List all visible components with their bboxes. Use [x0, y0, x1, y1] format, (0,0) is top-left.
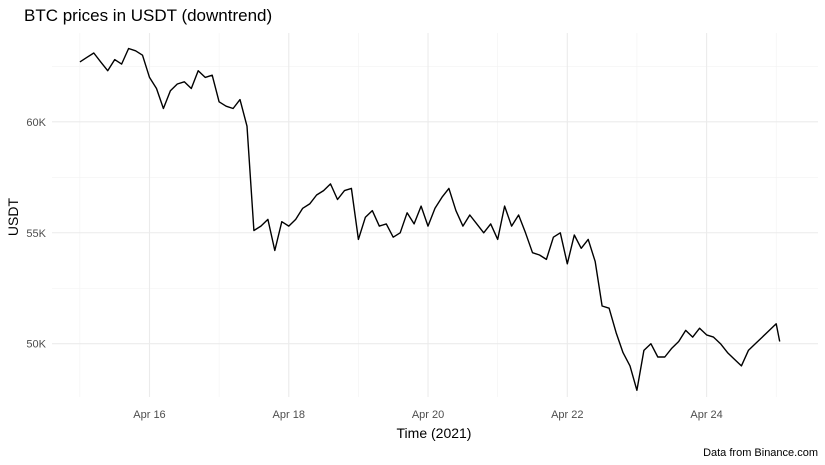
btc-price-line: [79, 47, 781, 391]
major-gridlines: [52, 33, 818, 397]
x-axis-title: Time (2021): [397, 425, 472, 441]
y-axis-title: USDT: [5, 198, 21, 237]
y-tick-label: 55K: [26, 228, 46, 240]
chart-title: BTC prices in USDT (downtrend): [24, 6, 272, 25]
y-tick-label: 60K: [26, 117, 46, 129]
data-source-caption: Data from Binance.com: [703, 447, 818, 459]
minor-gridlines: [52, 33, 818, 397]
x-tick-label: Apr 18: [273, 409, 305, 421]
x-tick-label: Apr 16: [133, 409, 165, 421]
x-tick-label: Apr 24: [690, 409, 722, 421]
x-axis-tick-labels: Apr 16 Apr 18 Apr 20 Apr 22 Apr 24: [133, 409, 723, 421]
y-tick-label: 50K: [26, 339, 46, 351]
x-tick-label: Apr 22: [551, 409, 583, 421]
x-tick-label: Apr 20: [412, 409, 444, 421]
y-axis-tick-labels: 50K 55K 60K: [26, 117, 46, 351]
